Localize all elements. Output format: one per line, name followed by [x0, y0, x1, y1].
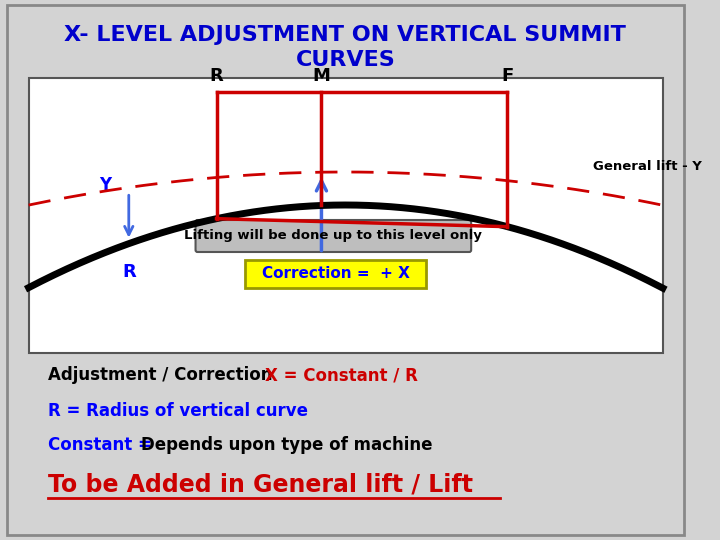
Text: X- LEVEL ADJUSTMENT ON VERTICAL SUMMIT: X- LEVEL ADJUSTMENT ON VERTICAL SUMMIT	[64, 25, 626, 45]
Text: Lifting will be done up to this level only: Lifting will be done up to this level on…	[184, 230, 482, 242]
Text: X = Constant / R: X = Constant / R	[265, 366, 418, 384]
Text: Correction =  + X: Correction = + X	[262, 267, 410, 281]
Bar	[29, 78, 663, 353]
Text: Constant =: Constant =	[48, 436, 158, 454]
Text: R = Radius of vertical curve: R = Radius of vertical curve	[48, 402, 307, 420]
FancyBboxPatch shape	[196, 220, 471, 252]
Bar	[245, 260, 426, 288]
Text: To be Added in General lift / Lift: To be Added in General lift / Lift	[48, 473, 473, 497]
Text: Y: Y	[99, 176, 111, 194]
Text: CURVES: CURVES	[295, 50, 395, 70]
Text: R: R	[122, 262, 135, 281]
Text: F: F	[501, 67, 513, 85]
Text: Depends upon type of machine: Depends upon type of machine	[141, 436, 433, 454]
Text: General lift - Y: General lift - Y	[593, 160, 702, 173]
Text: Adjustment / Correction: Adjustment / Correction	[48, 366, 278, 384]
Text: R: R	[210, 67, 223, 85]
Text: M: M	[312, 67, 330, 85]
